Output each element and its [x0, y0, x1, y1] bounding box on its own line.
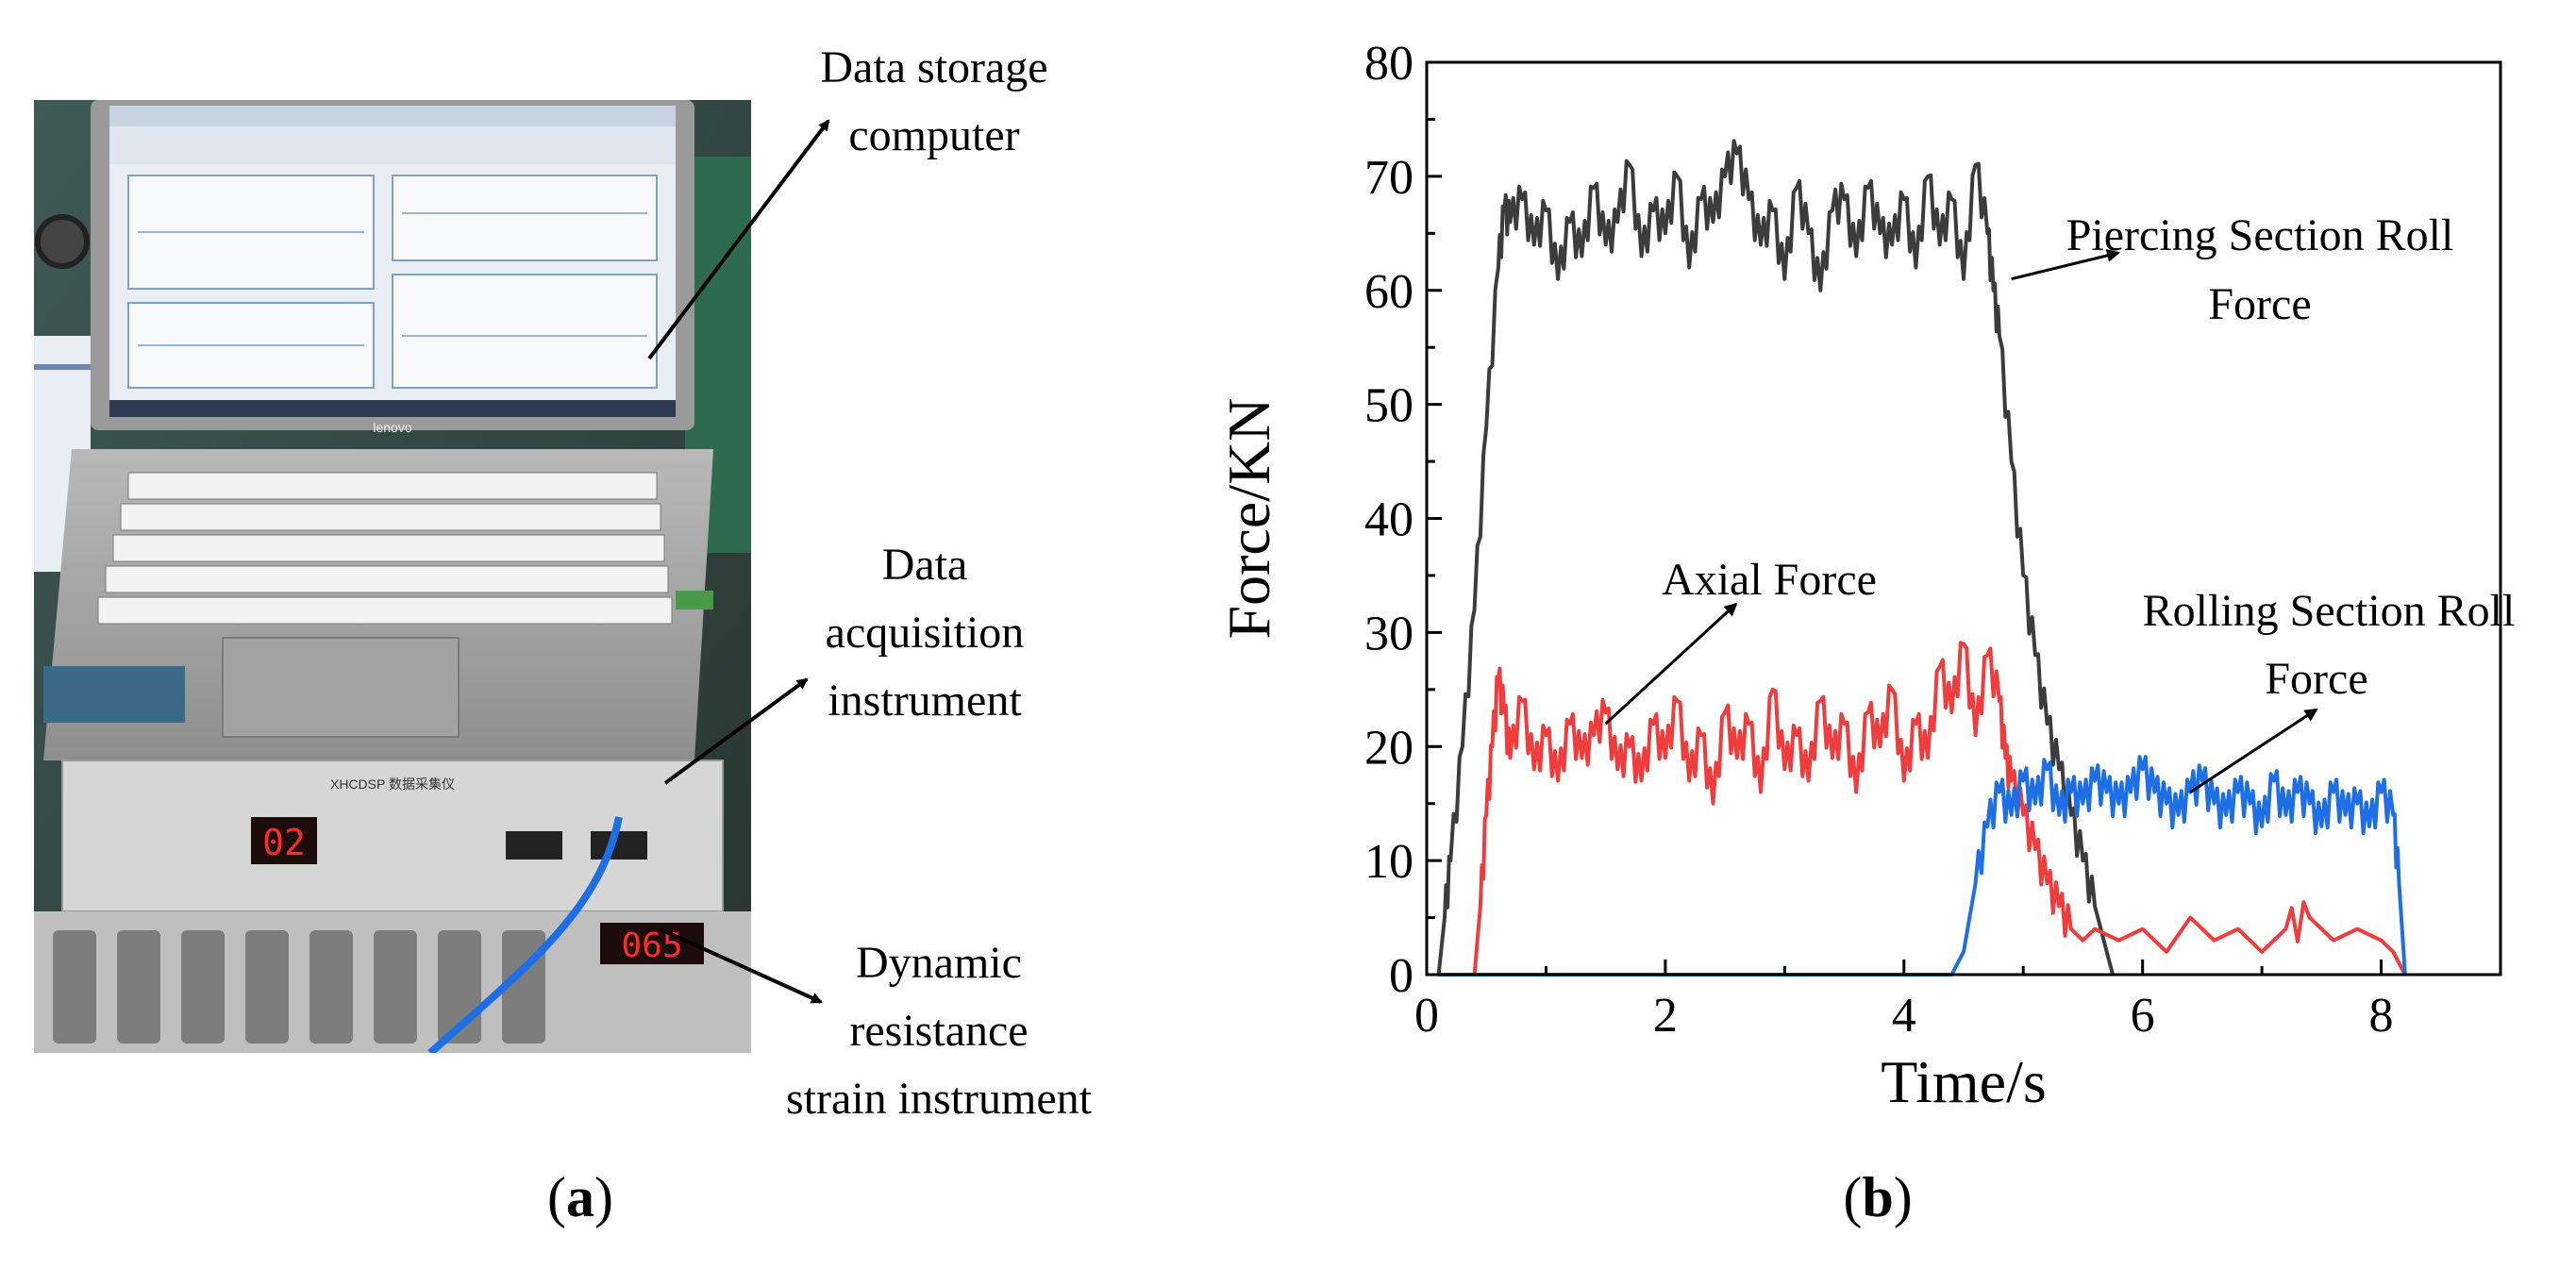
screen-brand-text: lenovo: [373, 420, 411, 435]
annotation-dynamic-strain-instrument: Dynamic resistance strain instrument: [727, 929, 1151, 1133]
annotation-text: Piercing Section Roll: [2066, 210, 2454, 260]
panel-label-b: (b): [1843, 1166, 1913, 1228]
y-tick-label: 0: [1389, 949, 1413, 1003]
photo-illustration: lenovo XHCDSP 数据采集仪 02: [34, 100, 751, 1056]
annotation-text: Force: [2265, 654, 2367, 704]
instrument-header-text: XHCDSP 数据采集仪: [330, 776, 455, 792]
series-line-piercing: [1436, 139, 2116, 976]
annotation-text: Rolling Section Roll: [2143, 586, 2516, 636]
annotation-line: resistance: [849, 1006, 1029, 1056]
annotation-arrow: [1604, 602, 1738, 726]
ticks-layer: 0 10 20 30 40 50 60 70 80 0 2 4 6 8: [1364, 37, 2394, 1043]
x-tick-label: 8: [2369, 989, 2394, 1043]
touchpad: [222, 637, 460, 738]
y-tick-label: 80: [1364, 37, 1413, 91]
annotation-arrow: [2189, 708, 2318, 793]
annotation-data-acquisition-instrument: Data acquisition instrument: [774, 531, 1076, 735]
x-tick-label: 2: [1653, 989, 1678, 1043]
x-tick-label: 6: [2131, 989, 2155, 1043]
series-line-axial: [1472, 641, 2407, 976]
annotation-line: Data: [881, 540, 968, 590]
x-tick-label: 4: [1892, 989, 1916, 1043]
y-tick-label: 40: [1364, 493, 1413, 547]
panel-label-a: (a): [547, 1166, 613, 1228]
annotation-line: acquisition: [825, 608, 1025, 658]
laptop-and-instrument-photo: lenovo XHCDSP 数据采集仪 02: [34, 100, 751, 1056]
network-cable: [427, 816, 623, 1056]
strain-display: [600, 923, 704, 964]
series-layer: [1436, 139, 2407, 977]
x-axis-label: Time/s: [1881, 1048, 2047, 1115]
plot-frame: [1425, 60, 2502, 977]
channel-display: [251, 817, 317, 864]
arrow-to-strain: [660, 927, 823, 1004]
annotation-line: instrument: [828, 676, 1022, 726]
y-tick-label: 10: [1364, 835, 1413, 889]
y-tick-label: 20: [1364, 721, 1413, 775]
annotation-line: strain instrument: [786, 1074, 1092, 1124]
annotation-text: Axial Force: [1662, 555, 1877, 605]
y-tick-label: 30: [1364, 607, 1413, 660]
channel-display-text: 02: [262, 822, 306, 863]
y-tick-label: 70: [1364, 151, 1413, 205]
series-line-rolling: [1438, 755, 2407, 977]
y-tick-label: 50: [1364, 379, 1413, 433]
y-tick-label: 60: [1364, 265, 1413, 319]
annotation-arrow: [2011, 249, 2120, 281]
annotation-line: Dynamic: [856, 938, 1022, 988]
annotation-line: computer: [848, 110, 1020, 160]
x-tick-label: 0: [1414, 989, 1439, 1043]
annotation-layer: Piercing Section Roll Force Axial Force Rol…: [1604, 210, 2516, 793]
arrow-to-acquisition: [663, 677, 809, 785]
arrow-to-computer: [647, 119, 830, 360]
y-axis-label: Force/KN: [1215, 398, 1282, 640]
annotation-line: Data storage: [820, 42, 1048, 92]
annotation-data-storage-computer: Data storage computer: [755, 34, 1113, 170]
annotation-text: Force: [2208, 279, 2311, 329]
